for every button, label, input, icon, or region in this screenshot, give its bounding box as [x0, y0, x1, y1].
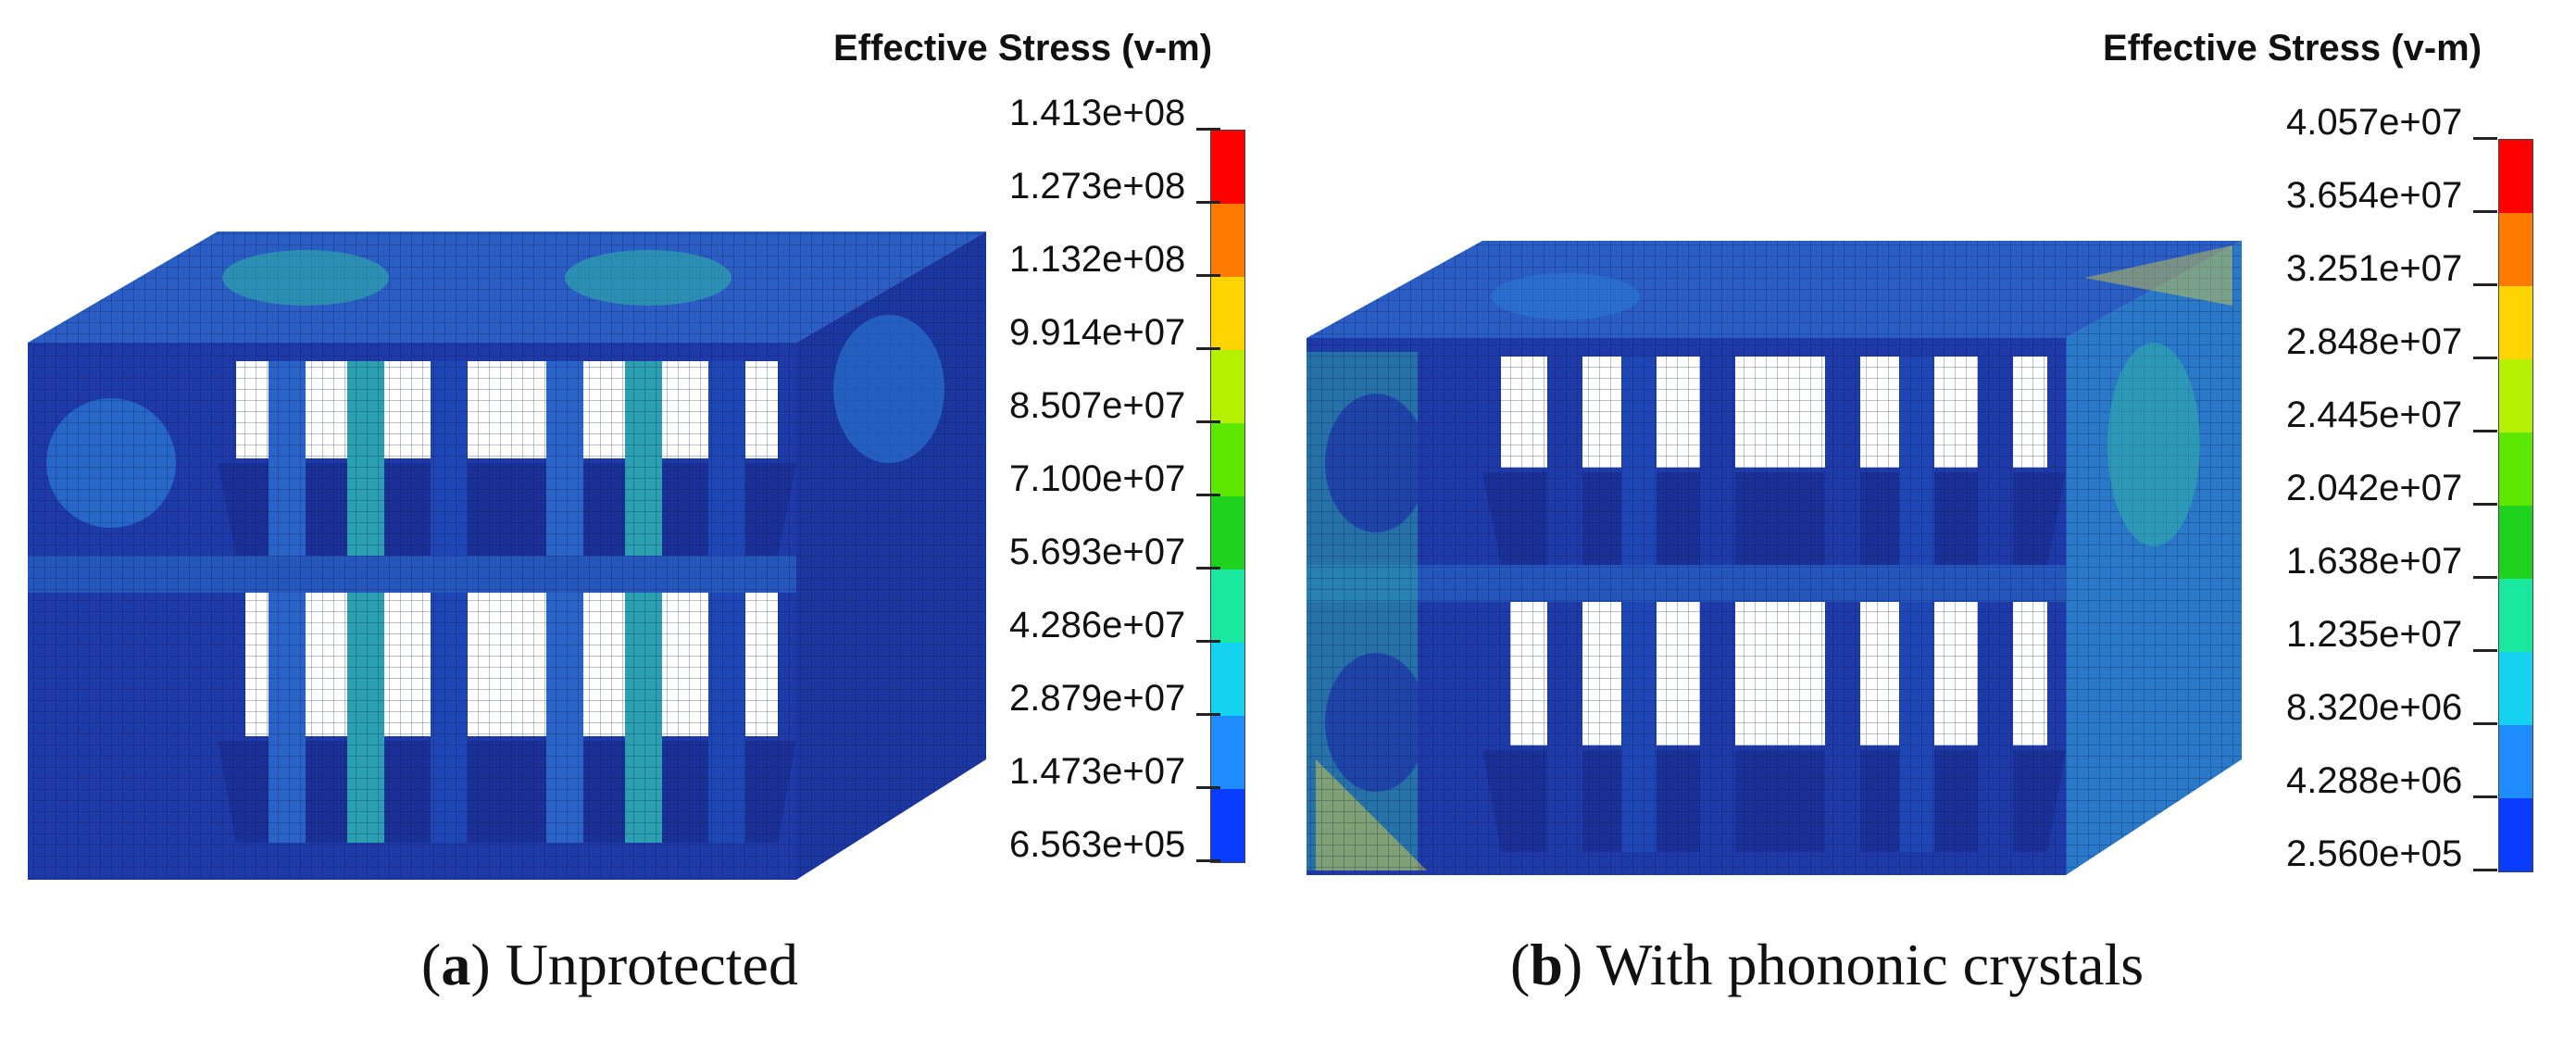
stress-model-b [1307, 241, 2242, 875]
legend-title-a: Effective Stress (v-m) [833, 28, 1213, 69]
colorbar-segment [2499, 579, 2532, 652]
colorbar-segment [1211, 716, 1244, 789]
caption-a: (a) Unprotected [421, 932, 798, 997]
tick-mark [1196, 494, 1220, 496]
tick-label: 2.042e+07 [2286, 468, 2463, 508]
tick-mark [2473, 576, 2497, 579]
tick-mark [1196, 713, 1220, 716]
tick-mark [1196, 128, 1220, 131]
tick-label: 1.473e+07 [1009, 751, 1186, 792]
tick-label: 2.445e+07 [2286, 394, 2463, 435]
tick-mark [2473, 283, 2497, 286]
caption-text-b: With phononic crystals [1596, 932, 2145, 997]
colorbar-segment [2499, 359, 2532, 432]
tick-mark [2473, 795, 2497, 798]
tick-label: 8.320e+06 [2286, 687, 2463, 728]
tick-label: 2.560e+05 [2286, 833, 2463, 874]
tick-label: 3.251e+07 [2286, 248, 2463, 289]
tick-label: 3.654e+07 [2286, 175, 2463, 216]
tick-label: 1.235e+07 [2286, 614, 2463, 655]
tick-mark [1196, 859, 1220, 862]
colorbar-segment [1211, 789, 1244, 862]
colorbar-segment [2499, 286, 2532, 359]
tick-mark [1196, 786, 1220, 789]
tick-mark [1196, 347, 1220, 350]
colorbar-segment [2499, 798, 2532, 871]
tick-label: 1.132e+08 [1009, 239, 1186, 280]
colorbar-segment [1211, 423, 1244, 496]
tick-label: 4.288e+06 [2286, 760, 2463, 801]
tick-mark [2473, 137, 2497, 140]
tick-label: 7.100e+07 [1009, 458, 1186, 499]
tick-label: 9.914e+07 [1009, 312, 1186, 353]
colorbar-segment [1211, 277, 1244, 350]
caption-text-a: Unprotected [505, 932, 798, 997]
tick-mark [2473, 649, 2497, 652]
tick-label: 6.563e+05 [1009, 824, 1186, 865]
caption-letter-b: b [1530, 932, 1563, 997]
colorbar-segment [1211, 496, 1244, 570]
colorbar-segment [1211, 350, 1244, 423]
tick-mark [2473, 869, 2497, 871]
tick-mark [1196, 420, 1220, 423]
tick-label: 1.413e+08 [1009, 93, 1186, 133]
tick-mark [2473, 722, 2497, 725]
tick-label: 2.848e+07 [2286, 321, 2463, 362]
tick-mark [1196, 567, 1220, 570]
panel-b: Effective Stress (v-m) 4.057e+07 3.654e+0… [1288, 0, 2576, 1052]
tick-mark [2473, 357, 2497, 359]
colorbar-segment [1211, 204, 1244, 277]
tick-mark [1196, 274, 1220, 277]
caption-b: (b) With phononic crystals [1510, 932, 2145, 997]
stress-model-a [28, 232, 986, 880]
colorbar-segment [2499, 506, 2532, 579]
colorbar-b [2498, 139, 2533, 872]
tick-mark [1196, 640, 1220, 643]
colorbar-segment [2499, 140, 2532, 213]
tick-mark [2473, 210, 2497, 213]
colorbar-segment [1211, 131, 1244, 204]
colorbar-segment [1211, 643, 1244, 716]
panel-a: Effective Stress (v-m) 1.413e+08 1.273e+0… [28, 28, 1245, 997]
caption-letter-a: a [441, 932, 471, 997]
colorbar-segment [1211, 570, 1244, 643]
colorbar-segment [2499, 432, 2532, 506]
tick-label: 1.273e+08 [1009, 166, 1186, 207]
tick-mark [1196, 201, 1220, 204]
colorbar-segment [2499, 725, 2532, 798]
tick-label: 4.057e+07 [2286, 102, 2463, 143]
tick-label: 5.693e+07 [1009, 532, 1186, 572]
colorbar-a [1210, 130, 1245, 863]
tick-mark [2473, 503, 2497, 506]
tick-label: 4.286e+07 [1009, 605, 1186, 645]
tick-mark [2473, 430, 2497, 432]
colorbar-segment [2499, 652, 2532, 725]
legend-title-b: Effective Stress (v-m) [2103, 28, 2482, 69]
colorbar-segment [2499, 213, 2532, 286]
tick-label: 8.507e+07 [1009, 385, 1186, 426]
tick-label: 1.638e+07 [2286, 541, 2463, 582]
tick-label: 2.879e+07 [1009, 678, 1186, 719]
